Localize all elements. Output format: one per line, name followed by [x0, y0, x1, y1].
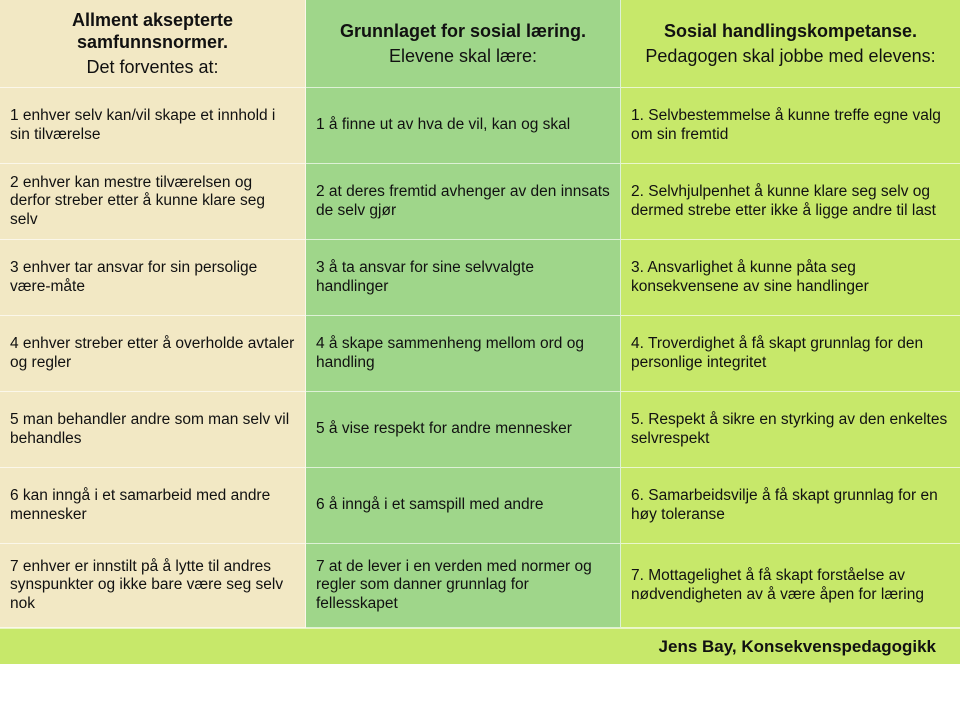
table-cell: 6 kan inngå i et samarbeid med andre men… — [0, 468, 306, 544]
table-cell: 7 enhver er innstilt på å lytte til andr… — [0, 544, 306, 628]
table-cell: 2 at deres fremtid avhenger av den innsa… — [306, 164, 621, 240]
table-body: 1 enhver selv kan/vil skape et innhold i… — [0, 88, 960, 628]
col2-header-line1: Grunnlaget for sosial læring. — [340, 20, 586, 43]
table-cell: 5. Respekt å sikre en styrking av den en… — [621, 392, 960, 468]
table-cell: 4. Troverdighet å få skapt grunnlag for … — [621, 316, 960, 392]
col3-header-line2: Pedagogen skal jobbe med elevens: — [645, 45, 935, 68]
table-cell: 2. Selvhjulpenhet å kunne klare seg selv… — [621, 164, 960, 240]
table-cell: 7. Mottagelighet å få skapt forståelse a… — [621, 544, 960, 628]
header-row: Allment aksepterte samfunnsnormer. Det f… — [0, 0, 960, 88]
table-cell: 4 å skape sammenheng mellom ord og handl… — [306, 316, 621, 392]
table-cell: 3. Ansvarlighet å kunne påta seg konsekv… — [621, 240, 960, 316]
table-row: 7 enhver er innstilt på å lytte til andr… — [0, 544, 960, 628]
table-cell: 5 man behandler andre som man selv vil b… — [0, 392, 306, 468]
table-cell: 3 å ta ansvar for sine selvvalgte handli… — [306, 240, 621, 316]
table-cell: 4 enhver streber etter å overholde avtal… — [0, 316, 306, 392]
col1-header-line1: Allment aksepterte samfunnsnormer. — [10, 9, 295, 54]
table-row: 5 man behandler andre som man selv vil b… — [0, 392, 960, 468]
table-row: 1 enhver selv kan/vil skape et innhold i… — [0, 88, 960, 164]
table-row: 4 enhver streber etter å overholde avtal… — [0, 316, 960, 392]
col3-header-line1: Sosial handlingskompetanse. — [664, 20, 917, 43]
footer-attribution: Jens Bay, Konsekvenspedagogikk — [0, 628, 960, 664]
table-cell: 1 å finne ut av hva de vil, kan og skal — [306, 88, 621, 164]
table-cell: 7 at de lever i en verden med normer og … — [306, 544, 621, 628]
table-cell: 1. Selvbestemmelse å kunne treffe egne v… — [621, 88, 960, 164]
table-cell: 6 å inngå i et samspill med andre — [306, 468, 621, 544]
col1-header-line2: Det forventes at: — [86, 56, 218, 79]
table-row: 2 enhver kan mestre tilværelsen og derfo… — [0, 164, 960, 240]
col2-header: Grunnlaget for sosial læring. Elevene sk… — [306, 0, 621, 88]
col1-header: Allment aksepterte samfunnsnormer. Det f… — [0, 0, 306, 88]
table-cell: 3 enhver tar ansvar for sin persolige væ… — [0, 240, 306, 316]
table-row: 3 enhver tar ansvar for sin persolige væ… — [0, 240, 960, 316]
col3-header: Sosial handlingskompetanse. Pedagogen sk… — [621, 0, 960, 88]
table-row: 6 kan inngå i et samarbeid med andre men… — [0, 468, 960, 544]
table-cell: 2 enhver kan mestre tilværelsen og derfo… — [0, 164, 306, 240]
table-cell: 5 å vise respekt for andre mennesker — [306, 392, 621, 468]
col2-header-line2: Elevene skal lære: — [389, 45, 537, 68]
table-cell: 6. Samarbeidsvilje å få skapt grunnlag f… — [621, 468, 960, 544]
table-cell: 1 enhver selv kan/vil skape et innhold i… — [0, 88, 306, 164]
